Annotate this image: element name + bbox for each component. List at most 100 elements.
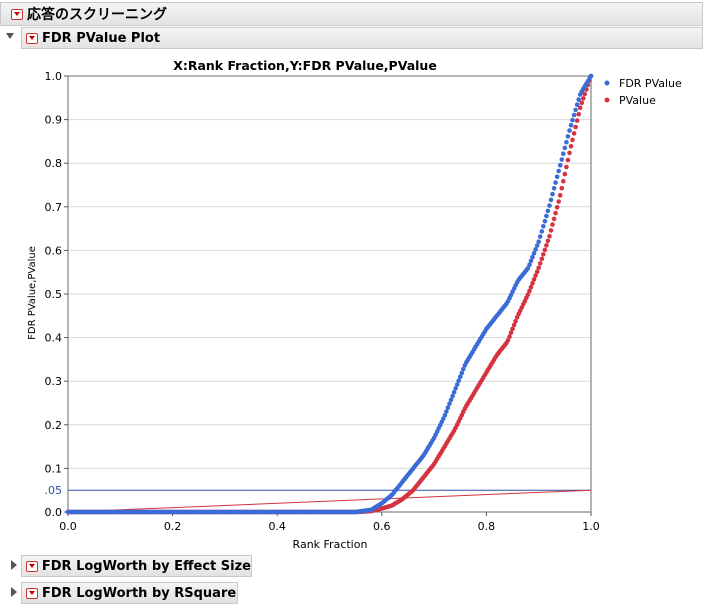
fdr-pvalue-point [531, 250, 537, 256]
pvalue-point [548, 228, 554, 233]
pvalue-point [513, 318, 518, 324]
x-tick-label: 0.4 [268, 520, 286, 533]
rsquare-disclosure-icon[interactable] [11, 587, 17, 597]
fdr-pvalue-point [561, 151, 566, 156]
legend-marker [604, 80, 610, 86]
report-menu-button[interactable] [11, 8, 23, 20]
fdr-pvalue-point [533, 247, 538, 252]
y-tick-label: 0.8 [45, 157, 63, 170]
y-tick-label: 0.0 [45, 506, 63, 519]
pvalue-point [581, 96, 586, 101]
plot-section-title: FDR PValue Plot [42, 30, 161, 46]
y-tick-label: 0.1 [45, 462, 63, 475]
x-tick-label: 0.8 [478, 520, 496, 533]
report-title: 応答のスクリーニング [27, 7, 167, 23]
y-tick-label: 0.5 [45, 288, 63, 301]
fdr-pvalue-point [557, 163, 563, 168]
report-header: 応答のスクリーニング [0, 2, 703, 26]
pvalue-point [539, 256, 545, 262]
fdr-pvalue-point [541, 224, 546, 229]
pvalue-point [550, 222, 555, 227]
fdr-pvalue-point [530, 254, 535, 260]
fdr-pvalue-point [444, 409, 449, 414]
pvalue-point [553, 210, 558, 216]
fdr-pvalue-point [567, 128, 572, 133]
x-tick-label: 1.0 [582, 520, 600, 533]
pvalue-point [541, 252, 546, 257]
fdr-pvalue-point [450, 393, 455, 399]
pvalue-point [554, 205, 560, 210]
fdr-pvalue-point [565, 134, 571, 139]
pvalue-point [510, 326, 515, 332]
data-points [65, 73, 594, 515]
plot-disclosure-icon[interactable] [6, 33, 14, 39]
pvalue-point [530, 280, 535, 286]
x-tick-label: 0.6 [373, 520, 391, 533]
fdr-pvalue-point [556, 168, 561, 174]
y-tick-label: 0.7 [45, 201, 63, 214]
y-tick-label: 0.3 [45, 375, 63, 388]
fdr-pvalue-point [534, 243, 540, 248]
pvalue-point [534, 269, 540, 274]
pvalue-point [557, 193, 563, 198]
y-axis-label: FDR PValue,PValue [27, 246, 38, 340]
fdr-pvalue-point [547, 203, 552, 208]
fdr-pvalue-point [456, 378, 462, 384]
pvalue-point [570, 137, 575, 143]
legend-label: FDR PValue [619, 77, 682, 90]
effect-size-title: FDR LogWorth by Effect Size [41, 558, 251, 574]
fdr-pvalue-point [554, 174, 560, 180]
fdr-pvalue-point [539, 229, 545, 234]
pvalue-point [547, 233, 552, 239]
pvalue-point [551, 216, 557, 222]
pvalue-point [559, 185, 565, 191]
pvalue-point [561, 178, 566, 184]
fdr-pvalue-point [448, 397, 454, 403]
reference-lines [67, 489, 592, 513]
y-tick-label: 0.9 [45, 114, 63, 127]
legend: FDR PValue PValue [604, 77, 682, 107]
pvalue-point [511, 322, 517, 328]
pvalue-point [579, 100, 585, 106]
fdr-pvalue-point [571, 112, 577, 118]
y-tick-label: 0.6 [45, 244, 63, 257]
effect-size-menu-button[interactable] [26, 560, 38, 572]
ref-line-label: .05 [45, 484, 63, 497]
fdr-pvalue-point [544, 213, 549, 219]
pvalue-point [567, 150, 572, 156]
fdr-pvalue-point [461, 366, 466, 372]
pvalue-point [568, 144, 574, 149]
fdr-pvalue-point [459, 370, 465, 376]
pvalue-point [582, 91, 588, 97]
fdr-pvalue-point [564, 139, 569, 145]
fdr-pvalue-point [447, 401, 452, 407]
legend-label: PValue [619, 94, 656, 107]
pvalue-point [508, 330, 514, 336]
fdr-pvalue-point [568, 122, 574, 128]
fdr-pvalue-point [573, 107, 578, 113]
plot-menu-button[interactable] [26, 32, 38, 44]
x-axis-label: Rank Fraction [293, 538, 368, 551]
pvalue-point [536, 265, 541, 271]
fdr-threshold-line [67, 489, 592, 513]
y-tick-label: 0.4 [45, 332, 63, 345]
pvalue-point [562, 171, 568, 177]
x-tick-label: 0.0 [59, 520, 77, 533]
rsquare-section-header: FDR LogWorth by RSquare [21, 582, 238, 604]
pvalue-point [571, 131, 577, 136]
pvalue-point [537, 261, 543, 266]
fdr-pvalue-plot: X:Rank Fraction,Y:FDR PValue,PValue 0.00… [27, 58, 682, 551]
pvalue-point [542, 247, 548, 253]
x-tick-label: 0.2 [164, 520, 182, 533]
y-tick-label: 1.0 [45, 70, 63, 83]
fdr-pvalue-point [453, 386, 458, 391]
fdr-pvalue-point [528, 258, 534, 264]
pvalue-point [528, 284, 534, 290]
fdr-pvalue-point [527, 262, 532, 268]
pvalue-point [556, 199, 561, 204]
rsquare-menu-button[interactable] [26, 587, 38, 599]
fdr-pvalue-point [542, 218, 548, 224]
fdr-pvalue-point [454, 382, 460, 387]
rsquare-title: FDR LogWorth by RSquare [42, 585, 237, 601]
effect-size-disclosure-icon[interactable] [11, 560, 17, 570]
